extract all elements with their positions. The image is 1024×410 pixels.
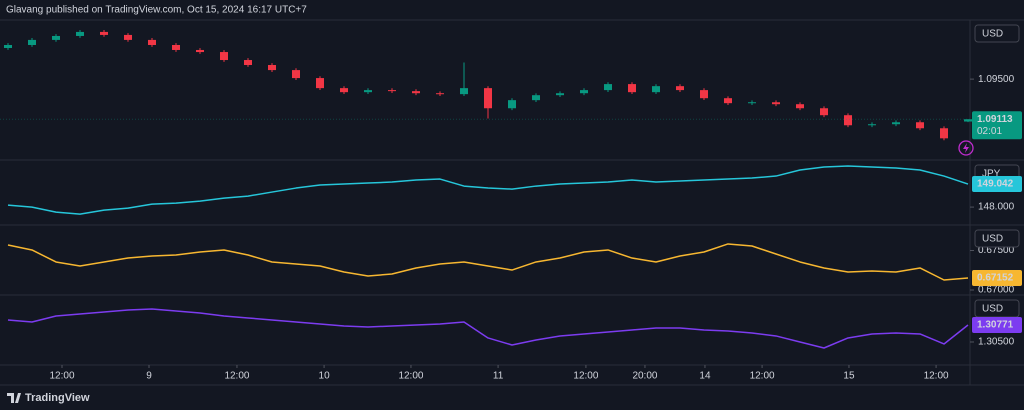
- candle-body: [796, 104, 804, 109]
- last-price-box: [972, 111, 1022, 140]
- y-tick-label: 0.67500: [978, 245, 1015, 256]
- candle-body: [484, 88, 492, 109]
- last-price-label: 149.042: [977, 179, 1014, 190]
- y-tick-label: 1.09500: [978, 74, 1015, 85]
- candle-body: [28, 39, 36, 45]
- candle-body: [892, 122, 900, 125]
- candle-body: [172, 44, 180, 50]
- x-tick-label: 12:00: [49, 371, 74, 382]
- candle-body: [124, 34, 132, 40]
- currency-box: [974, 229, 1020, 248]
- brand-logo[interactable]: [7, 393, 21, 403]
- series-line: [7, 165, 969, 215]
- currency-label: USD: [982, 234, 1003, 245]
- candle-body: [628, 84, 636, 93]
- currency-box: [974, 24, 1020, 43]
- candle-body: [364, 90, 372, 93]
- candle-body: [340, 88, 348, 93]
- candle-body: [388, 90, 396, 92]
- last-price-box: [972, 316, 1022, 333]
- x-tick-label: 14: [699, 371, 711, 382]
- x-tick-label: 12:00: [573, 371, 598, 382]
- x-tick-label: 12:00: [398, 371, 423, 382]
- candle-body: [460, 88, 468, 95]
- x-tick-label: 20:00: [632, 371, 657, 382]
- last-price-label: 1.30771: [977, 320, 1014, 331]
- currency-label: JPY: [982, 169, 1001, 180]
- y-tick-label: 0.67000: [978, 285, 1015, 296]
- candle-body: [868, 124, 876, 126]
- candle-body: [412, 91, 420, 94]
- x-tick-label: 10: [319, 371, 331, 382]
- logo-mark[interactable]: [7, 393, 21, 403]
- lightning-icon[interactable]: [958, 140, 974, 156]
- candle-body: [724, 98, 732, 104]
- candle-body: [148, 39, 156, 45]
- x-tick-label: 15: [843, 371, 855, 382]
- candle-body: [604, 84, 612, 91]
- candle-body: [244, 60, 252, 66]
- candle-body: [268, 65, 276, 71]
- candle-body: [316, 78, 324, 89]
- candle-body: [532, 95, 540, 101]
- x-tick-label: 9: [146, 371, 152, 382]
- candle-body: [292, 70, 300, 79]
- candle-body: [100, 31, 108, 35]
- candle-body: [508, 100, 516, 109]
- candle-body: [220, 52, 228, 61]
- series-line: [7, 308, 969, 349]
- header-text: Glavang published on TradingView.com, Oc…: [6, 5, 307, 16]
- candle-body: [76, 31, 84, 36]
- candle-body: [4, 44, 12, 48]
- icon-bolt[interactable]: [963, 143, 969, 153]
- candle-body: [940, 128, 948, 139]
- x-tick-label: 11: [493, 371, 504, 382]
- candle-body: [676, 86, 684, 91]
- y-tick-label: 1.30500: [978, 337, 1015, 348]
- series-line: [7, 243, 969, 281]
- candle-body: [916, 122, 924, 129]
- currency-label: USD: [982, 29, 1003, 40]
- candle-body: [964, 119, 972, 122]
- candle-body: [772, 102, 780, 105]
- candle-body: [844, 115, 852, 126]
- candle-body: [748, 102, 756, 104]
- x-tick-label: 12:00: [750, 371, 775, 382]
- last-price-box: [972, 270, 1022, 287]
- candle-body: [580, 90, 588, 94]
- candle-body: [556, 93, 564, 96]
- last-price-box: [972, 176, 1022, 193]
- brand-name[interactable]: TradingView: [25, 392, 90, 404]
- icon-ring[interactable]: [958, 140, 974, 156]
- countdown-label: 02:01: [977, 126, 1002, 137]
- candle-body: [52, 35, 60, 40]
- candle-body: [436, 93, 444, 95]
- last-price-label: 1.09113: [977, 114, 1013, 125]
- y-tick-label: 148.000: [978, 202, 1015, 213]
- x-tick-label: 12:00: [924, 371, 949, 382]
- candle-body: [820, 108, 828, 116]
- candle-body: [700, 90, 708, 99]
- candle-body: [196, 49, 204, 53]
- candle-body: [652, 86, 660, 93]
- x-tick-label: 12:00: [224, 371, 249, 382]
- currency-label: USD: [982, 304, 1003, 315]
- last-price-label: 0.67152: [977, 273, 1014, 284]
